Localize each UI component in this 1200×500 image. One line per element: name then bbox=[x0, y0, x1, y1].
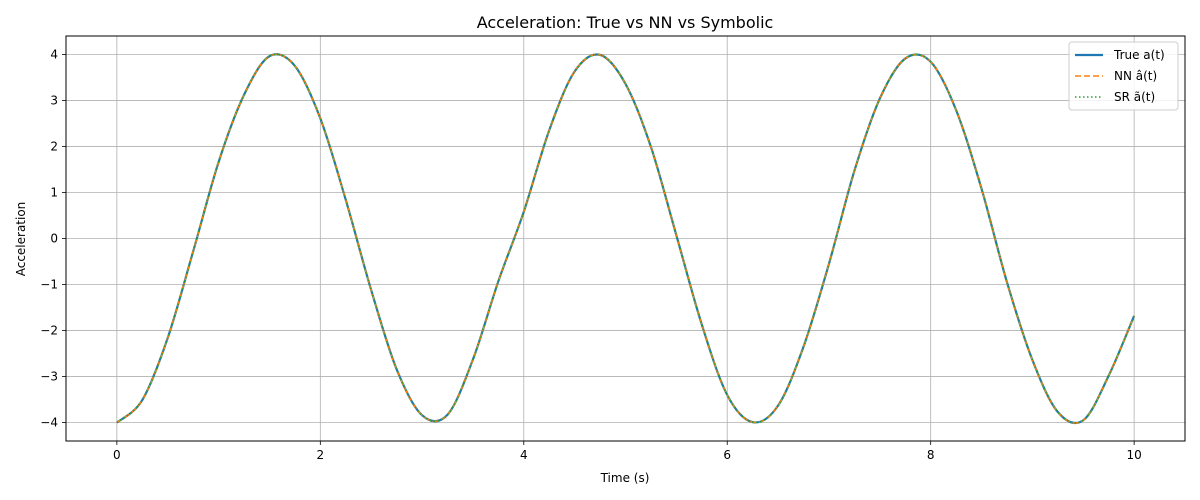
y-axis-label: Acceleration bbox=[14, 202, 28, 277]
y-tick-label: 4 bbox=[50, 47, 58, 61]
y-tick-label: 2 bbox=[50, 139, 58, 153]
y-tick-label: 0 bbox=[50, 232, 58, 246]
y-tick-label: −4 bbox=[40, 416, 58, 430]
x-tick-label: 2 bbox=[316, 448, 324, 462]
y-tick-label: −1 bbox=[40, 278, 58, 292]
x-axis-label: Time (s) bbox=[600, 471, 650, 485]
legend-label-true: True a(t) bbox=[1113, 48, 1165, 62]
y-tick-label: −3 bbox=[40, 370, 58, 384]
x-tick-label: 0 bbox=[113, 448, 121, 462]
x-tick-label: 6 bbox=[723, 448, 731, 462]
legend-box bbox=[1068, 41, 1179, 111]
x-tick-label: 10 bbox=[1126, 448, 1141, 462]
series-line-nn bbox=[116, 53, 1135, 424]
y-tick-label: −2 bbox=[40, 324, 58, 338]
y-tick-label: 1 bbox=[50, 185, 58, 199]
legend: True a(t) NN â(t) SR ã(t) bbox=[1068, 41, 1179, 111]
legend-label-nn: NN â(t) bbox=[1114, 69, 1157, 83]
y-tick-label: 3 bbox=[50, 93, 58, 107]
legend-label-sr: SR ã(t) bbox=[1114, 90, 1155, 104]
chart-title: Acceleration: True vs NN vs Symbolic bbox=[477, 13, 774, 32]
ticks: 0 2 4 6 8 10 −4 −3 −2 −1 0 1 2 3 4 bbox=[40, 47, 1141, 462]
x-tick-label: 8 bbox=[927, 448, 935, 462]
series-group bbox=[116, 53, 1136, 425]
x-tick-label: 4 bbox=[520, 448, 528, 462]
